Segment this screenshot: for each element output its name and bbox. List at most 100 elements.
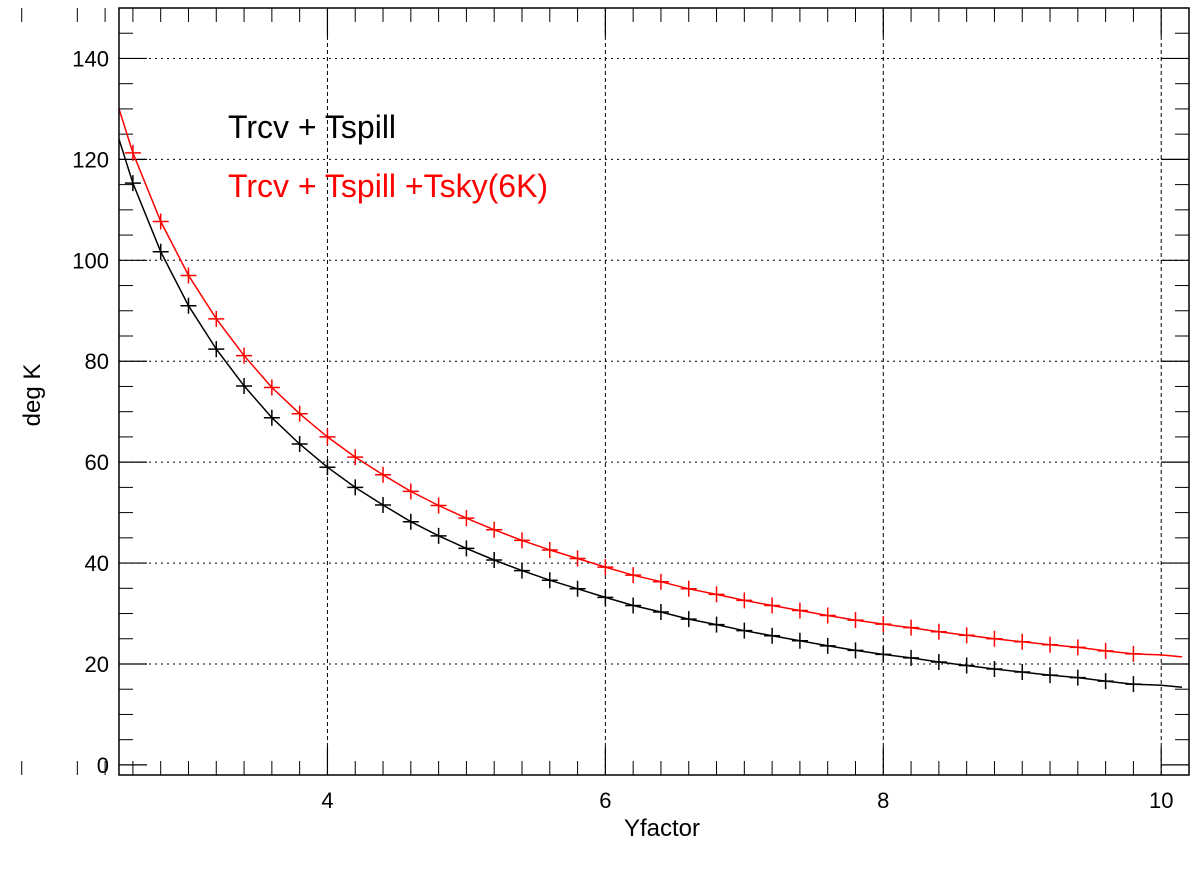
x-tick-label: 6	[599, 788, 611, 813]
data-point-marker	[625, 597, 642, 614]
data-point-marker	[819, 607, 836, 624]
data-point-marker	[458, 510, 475, 527]
major-ticks	[119, 8, 1189, 775]
data-point-marker	[569, 580, 586, 597]
data-point-marker	[652, 573, 669, 590]
data-point-marker	[208, 310, 225, 327]
data-point-marker	[347, 479, 364, 496]
y-tick-label: 20	[85, 652, 109, 677]
plot-frame	[118, 7, 1190, 776]
data-point-marker	[291, 435, 308, 452]
data-point-marker	[486, 552, 503, 569]
data-point-marker	[319, 428, 336, 445]
data-point-marker	[1042, 667, 1059, 684]
data-point-marker	[708, 586, 725, 603]
data-point-marker	[236, 347, 253, 364]
data-point-marker	[263, 379, 280, 396]
data-point-marker	[291, 405, 308, 422]
data-point-marker	[347, 449, 364, 466]
legend-entry-series-1: Trcv + Tspill	[228, 109, 396, 145]
data-point-marker	[875, 616, 892, 633]
data-point-marker	[1042, 636, 1059, 653]
data-point-marker	[986, 630, 1003, 647]
data-point-marker	[903, 649, 920, 666]
data-point-marker	[764, 597, 781, 614]
data-point-marker	[1097, 642, 1114, 659]
data-point-marker	[708, 616, 725, 633]
data-point-marker	[958, 627, 975, 644]
data-point-marker	[1014, 633, 1031, 650]
data-point-marker	[1125, 676, 1142, 693]
data-point-marker	[736, 592, 753, 609]
data-point-marker	[1069, 639, 1086, 656]
data-point-marker	[513, 562, 530, 579]
data-point-marker	[402, 483, 419, 500]
y-tick-label: 100	[72, 248, 109, 273]
y-tick-label: 80	[85, 349, 109, 374]
series-line	[118, 108, 1183, 658]
tick-labels: 0 20 40 60 80 100 120 140 4 6 8 10	[72, 46, 1173, 813]
y-tick-label: 40	[85, 551, 109, 576]
data-point-marker	[847, 612, 864, 629]
data-point-marker	[124, 175, 141, 192]
legend-entry-series-2: Trcv + Tspill +Tsky(6K)	[228, 168, 548, 204]
data-point-marker	[875, 646, 892, 663]
data-point-marker	[1125, 645, 1142, 662]
data-point-marker	[680, 580, 697, 597]
y-tick-label: 60	[85, 450, 109, 475]
data-point-marker	[375, 497, 392, 514]
data-point-marker	[152, 243, 169, 260]
data-point-marker	[236, 377, 253, 394]
x-tick-label: 4	[321, 788, 333, 813]
data-point-marker	[958, 657, 975, 674]
data-point-marker	[1069, 669, 1086, 686]
data-point-marker	[402, 513, 419, 530]
data-point-marker	[430, 527, 447, 544]
y-tick-label: 140	[72, 46, 109, 71]
data-point-marker	[597, 559, 614, 576]
data-point-marker	[569, 550, 586, 567]
data-point-marker	[736, 622, 753, 639]
data-point-marker	[180, 267, 197, 284]
data-point-marker	[764, 627, 781, 644]
series-2	[118, 108, 1183, 662]
series-1	[118, 138, 1183, 693]
x-axis-label: Yfactor	[624, 815, 700, 842]
data-point-marker	[375, 466, 392, 483]
x-tick-label: 10	[1149, 788, 1173, 813]
data-point-marker	[152, 213, 169, 230]
data-point-marker	[597, 589, 614, 606]
data-point-marker	[625, 567, 642, 584]
data-point-marker	[791, 602, 808, 619]
data-point-marker	[791, 632, 808, 649]
data-point-marker	[1097, 673, 1114, 690]
data-point-marker	[124, 144, 141, 161]
data-point-marker	[680, 611, 697, 628]
series-layer	[118, 108, 1183, 693]
y-tick-label: 120	[72, 147, 109, 172]
data-point-marker	[1014, 664, 1031, 681]
data-point-marker	[513, 532, 530, 549]
minor-ticks	[21, 8, 1190, 775]
data-point-marker	[430, 497, 447, 514]
data-point-marker	[847, 642, 864, 659]
data-point-marker	[486, 521, 503, 538]
data-point-marker	[930, 623, 947, 640]
y-axis-label: deg K	[19, 364, 46, 427]
data-point-marker	[652, 604, 669, 621]
data-point-marker	[819, 637, 836, 654]
x-tick-label: 8	[877, 788, 889, 813]
y-tick-label: 0	[97, 753, 109, 778]
data-point-marker	[319, 459, 336, 476]
data-point-marker	[903, 619, 920, 636]
data-point-marker	[541, 541, 558, 558]
data-point-marker	[208, 341, 225, 358]
data-point-marker	[458, 540, 475, 557]
data-point-marker	[541, 572, 558, 589]
data-point-marker	[263, 409, 280, 426]
data-point-marker	[986, 661, 1003, 678]
data-point-marker	[930, 653, 947, 670]
data-point-marker	[180, 297, 197, 314]
series-line	[118, 138, 1183, 688]
